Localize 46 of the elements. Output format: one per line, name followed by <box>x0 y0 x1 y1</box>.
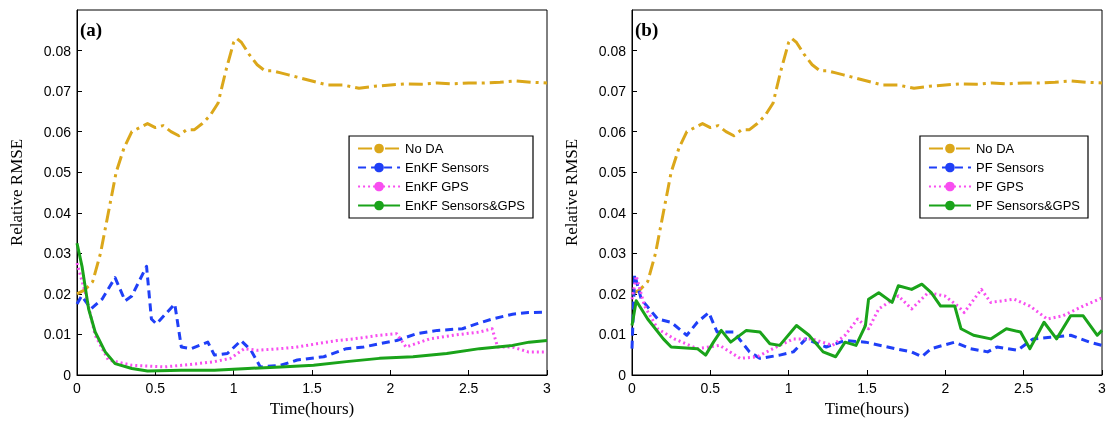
y-axis-title: Relative RMSE <box>7 138 26 247</box>
legend-label: EnKF GPS <box>405 179 469 194</box>
y-tick-label: 0.06 <box>43 123 72 140</box>
x-tick-label: 3 <box>1098 380 1107 396</box>
x-tick-label: 1.5 <box>302 380 322 396</box>
x-tick-label: 0 <box>628 380 637 396</box>
y-tick-label: 0.07 <box>598 83 627 100</box>
y-axis-title: Relative RMSE <box>562 138 581 247</box>
y-tick-label: 0.08 <box>598 42 627 59</box>
x-tick-label: 3 <box>543 380 552 396</box>
annotation: (b) <box>635 19 659 41</box>
y-tick-label: 0.03 <box>598 245 627 262</box>
legend-label: No DA <box>975 141 1015 156</box>
legend-label: PF GPS <box>975 179 1024 194</box>
x-tick-label: 0.5 <box>145 380 166 396</box>
y-tick-label: 0.03 <box>43 245 72 262</box>
y-tick-label: 0.01 <box>598 326 627 343</box>
y-tick-label: 0.05 <box>598 164 627 181</box>
y-tick-label: 0.06 <box>598 123 627 140</box>
annotation: (a) <box>80 19 103 41</box>
x-tick-label: 2.5 <box>1013 380 1034 396</box>
x-tick-label: 2.5 <box>458 380 479 396</box>
y-tick-label: 0.04 <box>598 204 627 221</box>
x-tick-label: 2 <box>941 380 950 396</box>
y-tick-label: 0.07 <box>43 83 72 100</box>
legend-label: EnKF Sensors&GPS <box>405 198 526 213</box>
y-tick-label: 0.04 <box>43 204 72 221</box>
legend-label: PF Sensors&GPS <box>975 198 1081 213</box>
y-tick-label: 0 <box>63 367 72 383</box>
y-tick-label: 0.08 <box>43 42 72 59</box>
x-tick-label: 2 <box>386 380 395 396</box>
x-tick-label: 0 <box>73 380 82 396</box>
legend-label: EnKF Sensors <box>405 160 490 175</box>
x-tick-label: 1.5 <box>857 380 877 396</box>
y-tick-label: 0.02 <box>598 285 627 302</box>
x-tick-label: 1 <box>784 380 793 396</box>
legend-label: No DA <box>405 141 444 156</box>
y-tick-label: 0.02 <box>43 285 72 302</box>
x-tick-label: 1 <box>229 380 238 396</box>
y-tick-label: 0 <box>618 367 627 383</box>
y-tick-label: 0.01 <box>43 326 72 343</box>
x-axis-title: Time(hours) <box>824 398 910 418</box>
y-tick-label: 0.05 <box>43 164 72 181</box>
legend-label: PF Sensors <box>975 160 1045 175</box>
x-tick-label: 0.5 <box>700 380 721 396</box>
x-axis-title: Time(hours) <box>269 398 355 418</box>
